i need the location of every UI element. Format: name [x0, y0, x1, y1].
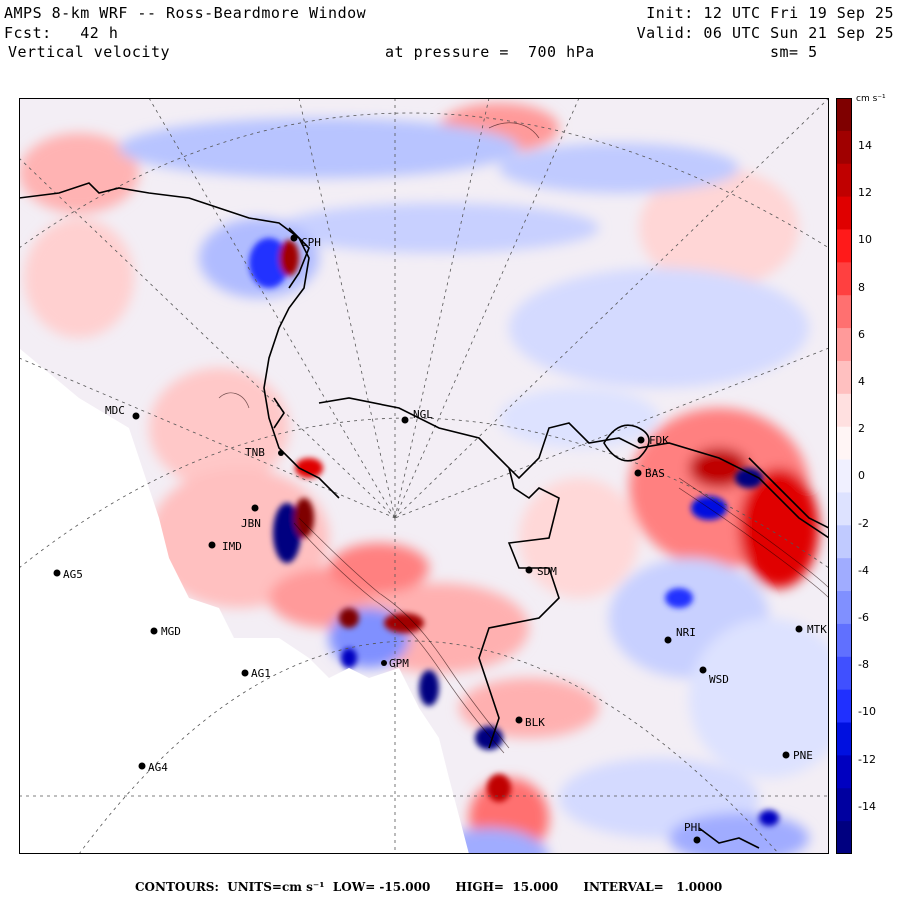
colorbar-tick-label: 2 — [858, 422, 865, 436]
colorbar-tick-label: -4 — [858, 563, 869, 577]
station-mtk: MTK — [795, 623, 827, 636]
colorbar-tick-label: 4 — [858, 375, 865, 388]
colorbar-band — [836, 130, 852, 165]
station-label: FDK — [649, 434, 669, 447]
station-label: GPM — [389, 657, 409, 670]
colorbar-band — [836, 591, 852, 625]
station-label: CPH — [301, 236, 321, 249]
station-mgd: MGD — [150, 625, 181, 638]
forecast-hour: Fcst: 42 h — [4, 24, 119, 42]
map-frame — [19, 98, 829, 854]
colorbar-tick-label: -10 — [858, 705, 876, 719]
station-label: JBN — [241, 517, 261, 530]
colorbar-units: cm s⁻¹ — [856, 94, 886, 104]
no-data-region — [19, 348, 469, 854]
station-label: MTK — [807, 623, 827, 636]
colorbar-band — [836, 656, 852, 691]
station-label: NGL — [413, 408, 433, 421]
station-label: AG4 — [148, 761, 168, 774]
station-label: TNB — [245, 446, 265, 459]
colorbar-tick-label: 8 — [858, 280, 865, 294]
colorbar-band — [836, 229, 852, 263]
station-label: SDM — [537, 565, 557, 578]
station-bas: BAS — [634, 467, 665, 480]
contour-info: CONTOURS: UNITS=cm s⁻¹ LOW= -15.000 HIGH… — [135, 880, 723, 894]
station-label: PHL — [684, 821, 704, 834]
station-markers: CPH MDC NGL FDK BAS TNB JBN IMD AG5 SDM … — [53, 234, 827, 844]
colorbar-tick-label: 10 — [858, 233, 872, 247]
colorbar-tick-label: -12 — [858, 752, 876, 766]
station-label: BAS — [645, 467, 665, 480]
colorbar-tick-label: -8 — [858, 658, 869, 672]
colorbar-band — [836, 558, 852, 592]
colorbar-band — [836, 295, 852, 329]
station-phl: PHL — [684, 821, 704, 844]
station-tnb: TNB — [245, 446, 284, 459]
velocity-field — [19, 103, 829, 854]
colorbar-band — [836, 459, 852, 493]
colorbar-band — [836, 196, 852, 230]
colorbar-band — [836, 623, 852, 658]
colorbar-tick-label: -6 — [858, 611, 869, 624]
colorbar-band — [836, 755, 852, 789]
colorbar-band — [836, 525, 852, 559]
init-time: Init: 12 UTC Fri 19 Sep 25 — [646, 4, 894, 22]
station-label: MGD — [161, 625, 181, 638]
station-blk: BLK — [515, 716, 545, 729]
colorbar-tick-label: -14 — [858, 799, 876, 813]
pressure-level: at pressure = 700 hPa — [385, 43, 595, 61]
station-ag5: AG5 — [53, 568, 83, 581]
colorbar-band — [836, 689, 852, 724]
station-cph: CPH — [290, 234, 321, 249]
station-pne: PNE — [782, 749, 813, 762]
station-jbn: JBN — [241, 504, 261, 530]
colorbar-tick-label: 14 — [858, 139, 872, 152]
colorbar-band — [836, 426, 852, 461]
station-ag1: AG1 — [241, 667, 271, 680]
station-ngl: NGL — [401, 408, 433, 424]
station-label: AG5 — [63, 568, 83, 581]
coastline — [19, 182, 829, 849]
colorbar-tick-label: 0 — [858, 469, 865, 483]
title: AMPS 8-km WRF -- Ross-Beardmore Window — [4, 4, 367, 22]
smoothing: sm= 5 — [770, 43, 818, 61]
station-label: NRI — [676, 626, 696, 639]
station-nri: NRI — [664, 626, 696, 644]
contour-lines — [218, 122, 829, 754]
colorbar-tick-label: 12 — [858, 186, 872, 200]
colorbar-band — [836, 722, 852, 756]
colorbar-band — [836, 262, 852, 296]
colorbar-band — [836, 98, 852, 132]
station-wsd: WSD — [699, 666, 729, 686]
station-label: WSD — [709, 673, 729, 686]
colorbar-band — [836, 492, 852, 526]
station-ag4: AG4 — [138, 761, 168, 774]
valid-time: Valid: 06 UTC Sun 21 Sep 25 — [636, 24, 894, 42]
colorbar-band — [836, 393, 852, 428]
station-label: MDC — [105, 404, 125, 417]
station-mdc: MDC — [105, 404, 140, 420]
field-name: Vertical velocity — [8, 43, 171, 61]
station-label: AG1 — [251, 667, 271, 680]
colorbar-band — [836, 163, 852, 198]
colorbar-band — [836, 821, 852, 854]
colorbar-band — [836, 328, 852, 362]
station-label: BLK — [525, 716, 545, 729]
colorbar-band — [836, 360, 852, 395]
colorbar — [836, 98, 852, 854]
velocity-map: CPH MDC NGL FDK BAS TNB JBN IMD AG5 SDM … — [19, 98, 829, 854]
station-gpm: GPM — [381, 657, 409, 670]
station-sdm: SDM — [525, 565, 557, 578]
colorbar-tick-label: 6 — [858, 327, 865, 341]
station-label: IMD — [222, 540, 242, 553]
station-label: PNE — [793, 749, 813, 762]
station-fdk: FDK — [637, 434, 669, 447]
colorbar-band — [836, 788, 852, 822]
colorbar-tick-label: -2 — [858, 516, 869, 530]
station-imd: IMD — [208, 540, 242, 553]
